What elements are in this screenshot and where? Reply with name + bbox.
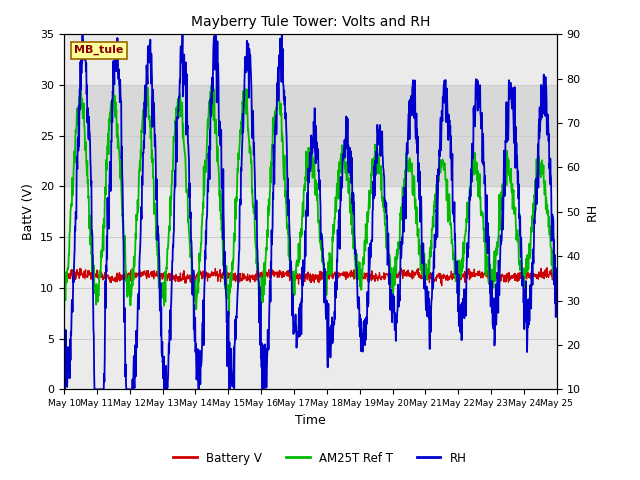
Y-axis label: BattV (V): BattV (V): [22, 183, 35, 240]
Y-axis label: RH: RH: [586, 203, 599, 221]
Bar: [64, 85, 557, 186]
Text: MB_tule: MB_tule: [74, 45, 124, 55]
Legend: Battery V, AM25T Ref T, RH: Battery V, AM25T Ref T, RH: [169, 447, 471, 469]
X-axis label: Time: Time: [295, 414, 326, 427]
Title: Mayberry Tule Tower: Volts and RH: Mayberry Tule Tower: Volts and RH: [191, 15, 430, 29]
